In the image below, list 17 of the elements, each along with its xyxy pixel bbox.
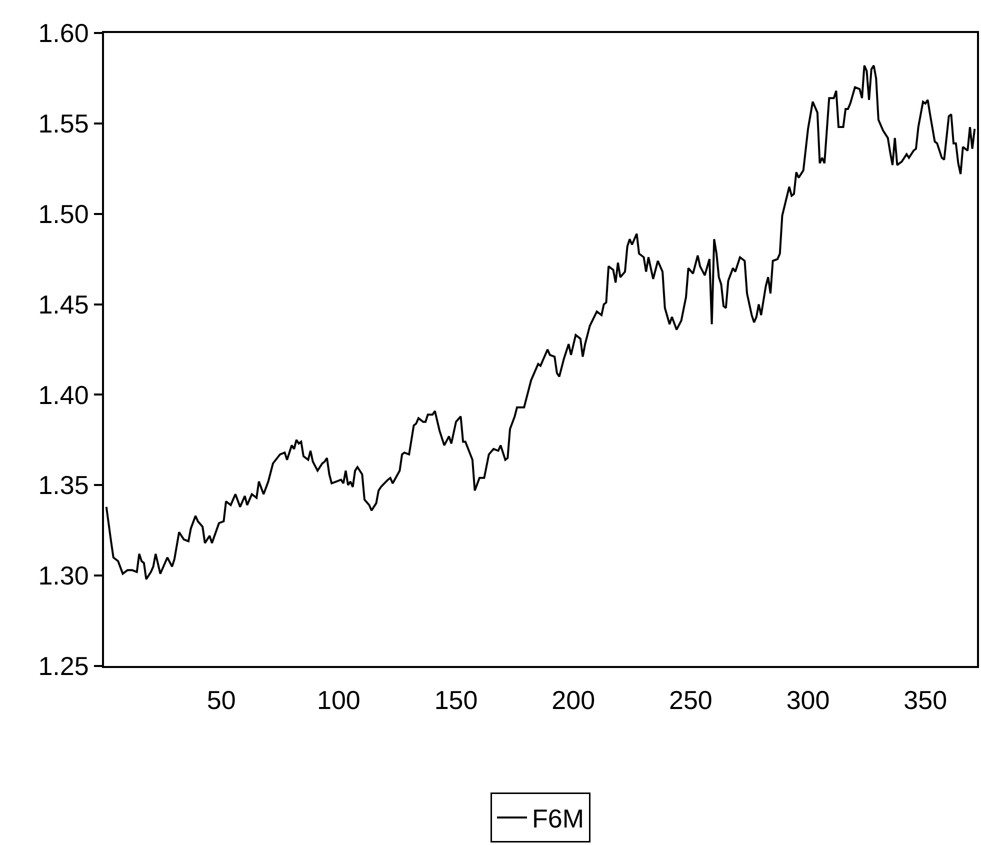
y-tick-label: 1.45 <box>38 289 89 320</box>
y-tick-label: 1.55 <box>38 108 89 139</box>
y-tick-label: 1.25 <box>38 651 89 682</box>
x-tick-label: 200 <box>552 685 596 716</box>
x-tick-label: 150 <box>434 685 478 716</box>
x-tick-label: 300 <box>786 685 830 716</box>
x-tick-label: 250 <box>668 685 712 716</box>
y-tick-label: 1.30 <box>38 560 89 591</box>
x-tick-label: 100 <box>316 685 360 716</box>
y-tick-label: 1.60 <box>38 18 89 48</box>
y-tick-label: 1.50 <box>38 198 89 229</box>
y-tick-label: 1.40 <box>38 380 89 410</box>
x-tick-label: 50 <box>206 685 236 716</box>
y-tick-label: 1.35 <box>38 470 89 500</box>
x-tick-label: 350 <box>904 685 948 716</box>
line-series <box>105 64 976 580</box>
legend-label: F6M <box>532 804 584 834</box>
